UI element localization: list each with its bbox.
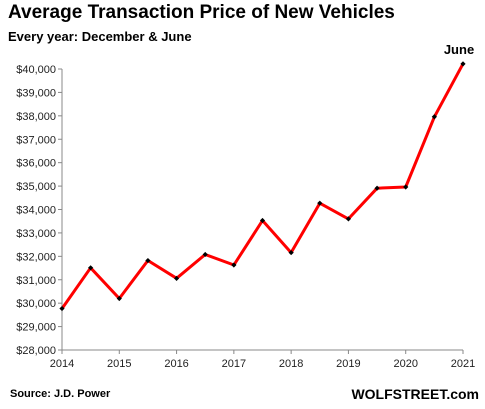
data-point xyxy=(59,305,65,312)
y-tick-label: $28,000 xyxy=(16,345,56,357)
y-tick-label: $34,000 xyxy=(16,205,56,217)
y-tick-label: $35,000 xyxy=(16,181,56,193)
data-point xyxy=(403,184,409,190)
chart-subtitle: Every year: December & June xyxy=(8,29,192,44)
y-tick-label: $36,000 xyxy=(16,158,56,170)
annotation-label: June xyxy=(444,42,474,57)
x-axis-ticks: 2014 2015 2016 2017 2018 2019 2020 2021 xyxy=(50,350,475,370)
x-tick-label: 2021 xyxy=(451,358,475,370)
data-point xyxy=(88,265,94,271)
x-tick-label: 2014 xyxy=(50,358,74,370)
x-tick-label: 2018 xyxy=(279,358,303,370)
data-point xyxy=(145,257,151,264)
source-note: Source: J.D. Power xyxy=(10,388,111,400)
data-point xyxy=(317,200,323,206)
y-tick-label: $38,000 xyxy=(16,111,56,123)
x-tick-label: 2020 xyxy=(393,358,417,370)
data-point xyxy=(288,249,294,256)
brand-label: WOLFSTREET.com xyxy=(351,386,479,402)
y-tick-label: $29,000 xyxy=(16,322,56,334)
x-tick-label: 2017 xyxy=(222,358,246,370)
axes xyxy=(61,69,463,351)
series-line xyxy=(60,63,465,310)
y-tick-label: $30,000 xyxy=(16,298,56,310)
y-tick-label: $32,000 xyxy=(16,251,56,263)
annotations: June xyxy=(444,42,474,57)
y-tick-label: $37,000 xyxy=(16,134,56,146)
chart-title: Average Transaction Price of New Vehicle… xyxy=(8,2,395,23)
data-point xyxy=(202,251,208,258)
y-axis-ticks: $28,000 $29,000 $30,000 $31,000 $32,000 $33,0… xyxy=(16,64,62,357)
x-tick-label: 2015 xyxy=(107,358,131,370)
data-point xyxy=(374,185,380,191)
x-tick-label: 2019 xyxy=(336,358,360,370)
data-point xyxy=(173,275,180,281)
data-point xyxy=(116,295,122,302)
data-point xyxy=(431,114,437,120)
y-tick-label: $33,000 xyxy=(16,228,56,240)
y-tick-label: $40,000 xyxy=(16,64,56,76)
data-point xyxy=(460,61,466,67)
y-tick-label: $31,000 xyxy=(16,275,56,287)
series xyxy=(59,61,466,312)
x-tick-label: 2016 xyxy=(164,358,188,370)
data-point xyxy=(345,216,352,222)
data-point xyxy=(231,262,237,268)
data-point xyxy=(259,217,266,224)
y-tick-label: $39,000 xyxy=(16,87,56,99)
